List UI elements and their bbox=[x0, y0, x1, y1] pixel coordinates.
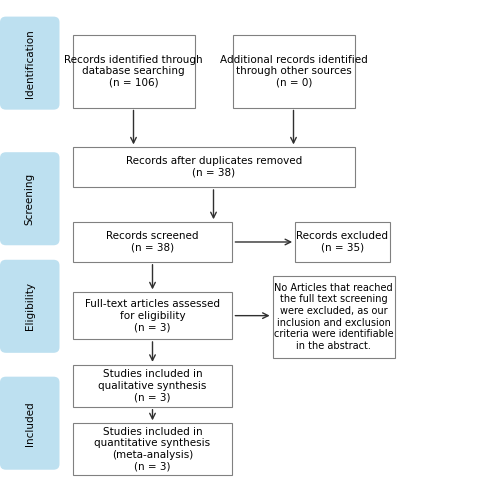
FancyBboxPatch shape bbox=[72, 222, 233, 262]
Text: Records excluded
(n = 35): Records excluded (n = 35) bbox=[296, 231, 388, 253]
FancyBboxPatch shape bbox=[0, 152, 60, 246]
FancyBboxPatch shape bbox=[232, 35, 355, 108]
Text: Records screened
(n = 38): Records screened (n = 38) bbox=[106, 231, 199, 253]
Text: No Articles that reached
the full text screening
were excluded, as our
inclusion: No Articles that reached the full text s… bbox=[274, 283, 394, 351]
FancyBboxPatch shape bbox=[72, 423, 233, 475]
Text: Identification: Identification bbox=[25, 29, 35, 98]
Text: Studies included in
qualitative synthesis
(n = 3): Studies included in qualitative synthesi… bbox=[98, 369, 206, 403]
Text: Eligibility: Eligibility bbox=[25, 282, 35, 330]
FancyBboxPatch shape bbox=[0, 377, 60, 470]
FancyBboxPatch shape bbox=[295, 222, 390, 262]
Text: Full-text articles assessed
for eligibility
(n = 3): Full-text articles assessed for eligibil… bbox=[85, 299, 220, 332]
FancyBboxPatch shape bbox=[72, 365, 233, 407]
FancyBboxPatch shape bbox=[0, 260, 60, 353]
FancyBboxPatch shape bbox=[72, 35, 195, 108]
FancyBboxPatch shape bbox=[0, 17, 60, 109]
FancyBboxPatch shape bbox=[272, 276, 395, 358]
Text: Records after duplicates removed
(n = 38): Records after duplicates removed (n = 38… bbox=[126, 156, 302, 178]
FancyBboxPatch shape bbox=[72, 292, 233, 339]
Text: Screening: Screening bbox=[25, 173, 35, 225]
Text: Included: Included bbox=[25, 401, 35, 445]
Text: Studies included in
quantitative synthesis
(meta-analysis)
(n = 3): Studies included in quantitative synthes… bbox=[94, 427, 210, 471]
Text: Additional records identified
through other sources
(n = 0): Additional records identified through ot… bbox=[220, 55, 368, 88]
Text: Records identified through
database searching
(n = 106): Records identified through database sear… bbox=[64, 55, 203, 88]
FancyBboxPatch shape bbox=[72, 147, 355, 187]
